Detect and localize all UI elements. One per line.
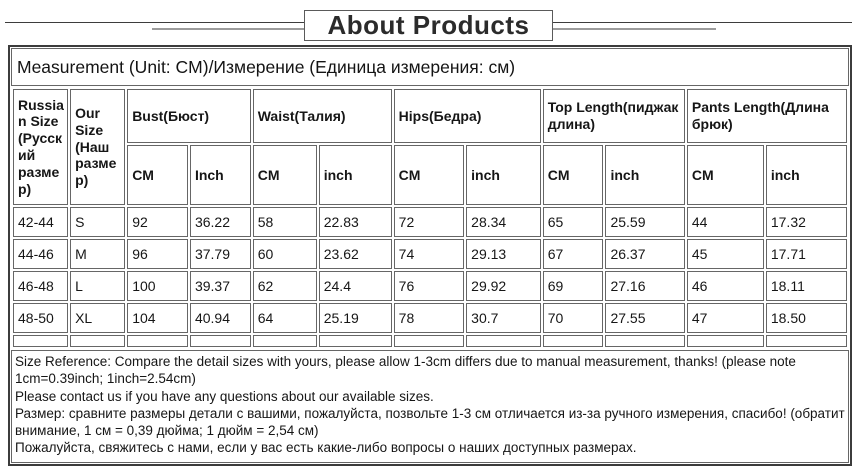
- data-cell: 46: [686, 271, 764, 301]
- data-cell: L: [70, 271, 126, 301]
- header-unit-row: CM Inch CM inch CM inch CM inch CM inch: [13, 145, 847, 205]
- data-cell: 22.83: [318, 207, 392, 237]
- data-cell: 25.19: [318, 303, 392, 333]
- data-cell: 45: [686, 239, 764, 269]
- data-cell: 40.94: [189, 303, 251, 333]
- title-band: About Products: [0, 0, 860, 45]
- unit-top-inch: inch: [605, 145, 685, 205]
- empty-cell: [542, 335, 604, 347]
- unit-pants-inch: inch: [765, 145, 847, 205]
- page-title: About Products: [304, 10, 553, 41]
- data-cell: 96: [127, 239, 188, 269]
- data-cell: 29.13: [466, 239, 541, 269]
- note-line: Пожалуйста, свяжитесь с нами, если у вас…: [15, 440, 637, 456]
- data-cell: 48-50: [13, 303, 69, 333]
- size-table: Russian Size (Русский размер) Our Size (…: [11, 87, 849, 349]
- data-cell: 39.37: [189, 271, 251, 301]
- unit-top-cm: CM: [542, 145, 604, 205]
- table-row: 48-50 XL 104 40.94 64 25.19 78 30.7 70 2…: [13, 303, 847, 333]
- data-cell: 23.62: [318, 239, 392, 269]
- unit-waist-cm: CM: [252, 145, 317, 205]
- content-panel: Measurement (Unit: CM)/Измерение (Единиц…: [8, 45, 852, 466]
- data-cell: 30.7: [466, 303, 541, 333]
- data-cell: 67: [542, 239, 604, 269]
- data-cell: 27.55: [605, 303, 685, 333]
- unit-bust-inch: Inch: [189, 145, 251, 205]
- data-cell: 44-46: [13, 239, 69, 269]
- header-russian-size: Russian Size (Русский размер): [13, 89, 69, 205]
- table-row: 42-44 S 92 36.22 58 22.83 72 28.34 65 25…: [13, 207, 847, 237]
- data-cell: 25.59: [605, 207, 685, 237]
- data-cell: 64: [252, 303, 317, 333]
- empty-cell: [466, 335, 541, 347]
- header-top-length: Top Length(пиджак длина): [542, 89, 685, 143]
- data-cell: 26.37: [605, 239, 685, 269]
- note-line: 1cm=0.39inch; 1inch=2.54cm): [15, 371, 196, 387]
- empty-cell: [686, 335, 764, 347]
- note-line: Please contact us if you have any questi…: [15, 388, 434, 404]
- unit-waist-inch: inch: [318, 145, 392, 205]
- data-cell: S: [70, 207, 126, 237]
- data-cell: 78: [393, 303, 465, 333]
- empty-cell: [393, 335, 465, 347]
- data-cell: 69: [542, 271, 604, 301]
- data-cell: 76: [393, 271, 465, 301]
- data-cell: XL: [70, 303, 126, 333]
- empty-row: [13, 335, 847, 347]
- empty-cell: [765, 335, 847, 347]
- data-cell: 100: [127, 271, 188, 301]
- data-cell: 104: [127, 303, 188, 333]
- unit-hips-cm: CM: [393, 145, 465, 205]
- empty-cell: [318, 335, 392, 347]
- data-cell: 28.34: [466, 207, 541, 237]
- data-cell: 65: [542, 207, 604, 237]
- data-cell: 18.11: [765, 271, 847, 301]
- unit-pants-cm: CM: [686, 145, 764, 205]
- header-hips: Hips(Бедра): [393, 89, 541, 143]
- header-waist: Waist(Талия): [252, 89, 392, 143]
- size-reference-notes: Size Reference: Compare the detail sizes…: [11, 350, 849, 463]
- data-cell: 42-44: [13, 207, 69, 237]
- data-cell: 37.79: [189, 239, 251, 269]
- data-cell: 58: [252, 207, 317, 237]
- data-cell: 46-48: [13, 271, 69, 301]
- unit-bust-cm: CM: [127, 145, 188, 205]
- header-pants-length: Pants Length(Длина брюк): [686, 89, 847, 143]
- note-line: Размер: сравните размеры детали с вашими…: [15, 405, 845, 421]
- data-cell: 29.92: [466, 271, 541, 301]
- empty-cell: [127, 335, 188, 347]
- header-our-size: Our Size (Наш размер): [70, 89, 126, 205]
- data-cell: 36.22: [189, 207, 251, 237]
- data-cell: 92: [127, 207, 188, 237]
- note-line: Size Reference: Compare the detail sizes…: [15, 354, 796, 369]
- data-cell: 17.32: [765, 207, 847, 237]
- table-row: 46-48 L 100 39.37 62 24.4 76 29.92 69 27…: [13, 271, 847, 301]
- data-cell: 72: [393, 207, 465, 237]
- data-cell: 70: [542, 303, 604, 333]
- data-cell: 24.4: [318, 271, 392, 301]
- unit-hips-inch: inch: [466, 145, 541, 205]
- empty-cell: [13, 335, 69, 347]
- data-cell: 18.50: [765, 303, 847, 333]
- data-cell: 44: [686, 207, 764, 237]
- empty-cell: [252, 335, 317, 347]
- data-cell: 60: [252, 239, 317, 269]
- data-cell: 17.71: [765, 239, 847, 269]
- data-cell: 74: [393, 239, 465, 269]
- empty-cell: [189, 335, 251, 347]
- data-cell: M: [70, 239, 126, 269]
- empty-cell: [70, 335, 126, 347]
- data-cell: 27.16: [605, 271, 685, 301]
- data-cell: 47: [686, 303, 764, 333]
- header-bust: Bust(Бюст): [127, 89, 251, 143]
- data-cell: 62: [252, 271, 317, 301]
- empty-cell: [605, 335, 685, 347]
- measurement-header: Measurement (Unit: CM)/Измерение (Единиц…: [11, 48, 849, 86]
- header-group-row: Russian Size (Русский размер) Our Size (…: [13, 89, 847, 205]
- table-row: 44-46 M 96 37.79 60 23.62 74 29.13 67 26…: [13, 239, 847, 269]
- note-line: внимание, 1 см = 0,39 дюйма; 1 дюйм = 2,…: [15, 423, 319, 439]
